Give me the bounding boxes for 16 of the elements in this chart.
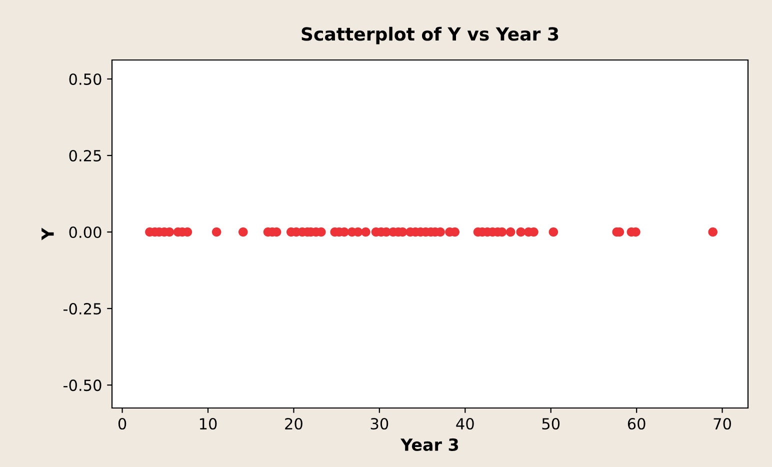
- x-tick-label: 60: [628, 418, 646, 430]
- y-tick-label: 0.25: [69, 150, 101, 162]
- x-tick-label: 10: [200, 418, 217, 430]
- x-tick-label: 20: [285, 418, 302, 430]
- x-tick-label: 50: [542, 418, 560, 430]
- y-tick-label: -0.25: [63, 302, 101, 315]
- x-axis-title: Year 3: [400, 438, 458, 451]
- y-tick-label: 0.00: [69, 226, 102, 238]
- y-axis-title: Y: [42, 228, 54, 240]
- x-tick-label: 0: [118, 418, 126, 430]
- chart-title: Scatterplot of Y vs Year 3: [302, 26, 558, 44]
- y-tick-label: -0.50: [63, 380, 102, 392]
- y-tick-label: 0.50: [69, 73, 102, 85]
- x-tick-label: 70: [714, 418, 731, 430]
- x-tick-label: 30: [370, 418, 388, 430]
- x-tick-label: 40: [456, 418, 474, 430]
